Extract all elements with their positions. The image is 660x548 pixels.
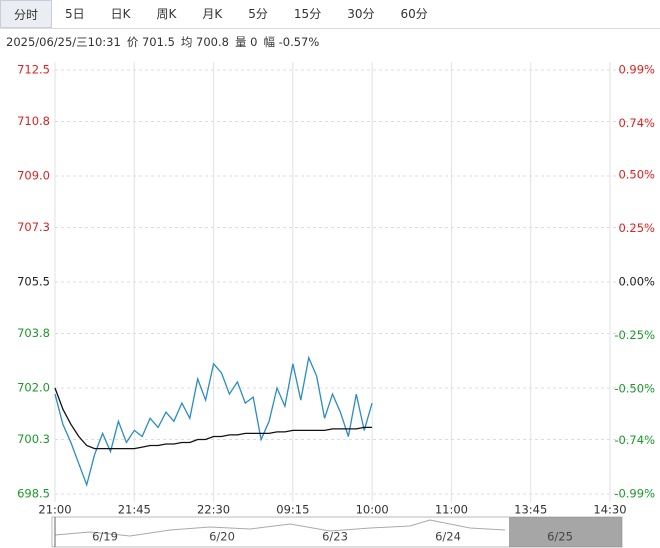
- tab[interactable]: 5日: [65, 7, 85, 21]
- y-tick-label: 707.3: [17, 220, 50, 234]
- navigator-date: 6/23: [322, 530, 348, 544]
- tab[interactable]: 分时: [0, 0, 53, 28]
- info-avg: 均 700.8: [180, 35, 229, 49]
- info-datetime: 2025/06/25/三10:31: [6, 35, 121, 49]
- navigator-date: 6/20: [209, 530, 235, 544]
- x-tick-label: 11:00: [435, 503, 468, 517]
- y2-tick-label: 0.99%: [618, 63, 655, 77]
- navigator-date: 6/24: [435, 530, 461, 544]
- y-tick-label: 710.8: [17, 114, 50, 128]
- y-tick-label: 702.0: [17, 381, 50, 395]
- y-tick-label: 703.8: [17, 326, 50, 340]
- tab[interactable]: 30分: [347, 7, 375, 21]
- navigator-date: 6/25: [547, 530, 573, 544]
- tab[interactable]: 周K: [156, 7, 177, 21]
- y2-tick-label: -0.25%: [614, 328, 655, 342]
- price-line: [54, 355, 373, 488]
- x-tick-label: 21:45: [118, 503, 151, 517]
- y2-tick-label: -0.50%: [614, 382, 655, 396]
- x-tick-label: 21:00: [38, 503, 71, 517]
- y-tick-label: 700.3: [17, 432, 50, 446]
- y2-tick-label: -0.99%: [614, 487, 655, 501]
- tab[interactable]: 月K: [202, 7, 223, 21]
- navigator-date: 6/19: [92, 530, 118, 544]
- tab[interactable]: 60分: [400, 7, 428, 21]
- x-tick-label: 13:45: [514, 503, 547, 517]
- info-line: 2025/06/25/三10:31 价 701.5 均 700.8 量 0 幅 …: [6, 34, 319, 50]
- y-tick-label: 705.5: [17, 275, 50, 289]
- y2-tick-label: 0.50%: [618, 167, 655, 181]
- price-line: [54, 387, 373, 450]
- y2-tick-label: 0.25%: [618, 221, 655, 235]
- x-tick-label: 14:30: [593, 503, 626, 517]
- tab[interactable]: 5分: [248, 7, 268, 21]
- tab-bar: 分时 5日 日K 周K 月K 5分 15分 30分 60分: [0, 0, 660, 29]
- info-price: 价 701.5: [126, 35, 175, 49]
- navigator-spark: [54, 519, 506, 537]
- y2-tick-label: 0.00%: [618, 275, 655, 289]
- tab[interactable]: 15分: [293, 7, 322, 21]
- y2-tick-label: -0.74%: [614, 433, 655, 447]
- info-volume: 量 0: [234, 35, 258, 49]
- x-tick-label: 22:30: [197, 503, 230, 517]
- y-tick-label: 712.5: [17, 63, 50, 77]
- info-change: 幅 -0.57%: [263, 35, 320, 49]
- y-tick-label: 709.0: [17, 169, 50, 183]
- y-tick-label: 698.5: [17, 487, 50, 501]
- navigator-window: [509, 517, 622, 547]
- x-tick-label: 09:15: [276, 503, 309, 517]
- x-tick-label: 10:00: [356, 503, 389, 517]
- y2-tick-label: 0.74%: [618, 116, 655, 130]
- tab[interactable]: 日K: [110, 7, 131, 21]
